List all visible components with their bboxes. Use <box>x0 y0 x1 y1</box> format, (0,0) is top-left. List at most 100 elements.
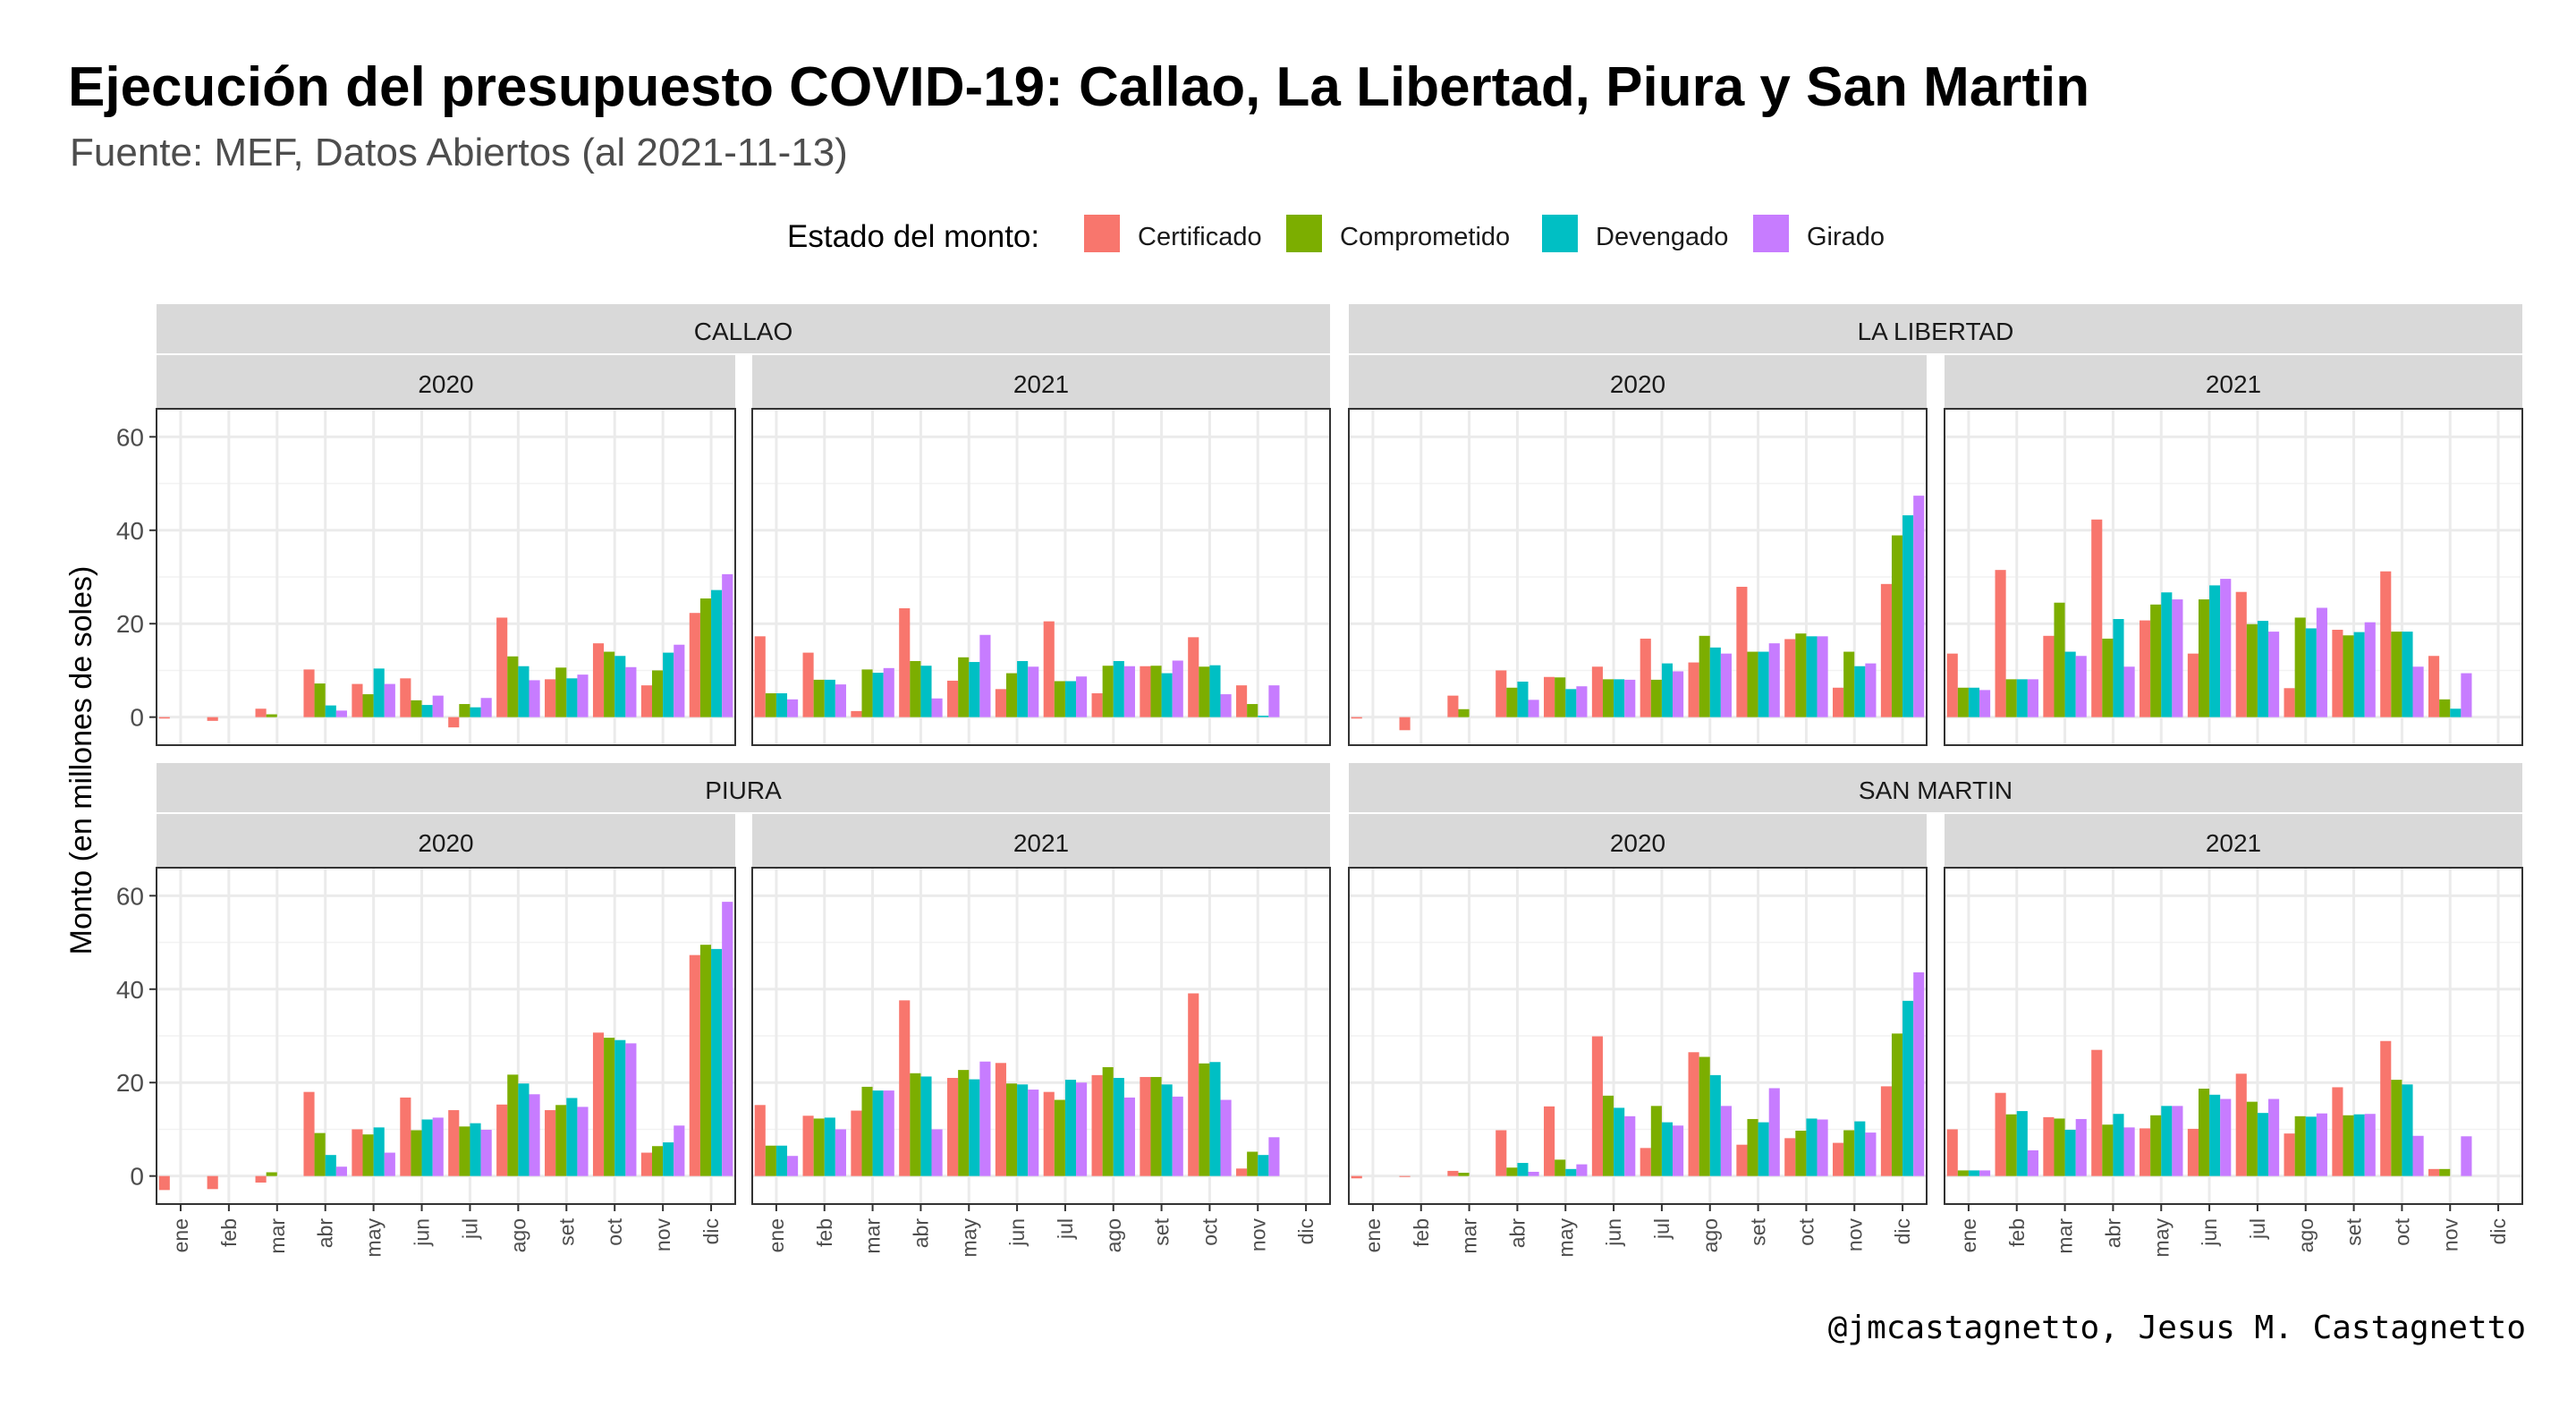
bar-devengado-dic <box>711 589 723 717</box>
y-tick-label: 0 <box>130 704 144 732</box>
region-strip-label: SAN MARTIN <box>1859 776 2012 804</box>
x-tick-label: mar <box>1458 1218 1481 1254</box>
bar-devengado-abr <box>325 705 336 717</box>
bar-comprometido-oct <box>604 1038 615 1176</box>
bar-certificado-ene <box>1351 717 1362 719</box>
bar-comprometido-may <box>2150 604 2162 717</box>
bar-comprometido-abr <box>910 661 921 717</box>
bar-girado-ago <box>529 1094 540 1176</box>
bar-devengado-set <box>566 678 578 717</box>
bar-devengado-oct <box>1209 1062 1221 1176</box>
region-strip <box>1349 763 2522 812</box>
x-tick-label: abr <box>2101 1218 2124 1249</box>
bar-girado-may <box>979 1061 991 1176</box>
x-tick-label: jul <box>2246 1218 2269 1240</box>
bar-devengado-nov <box>1258 716 1269 717</box>
bar-devengado-set <box>566 1098 578 1176</box>
bar-comprometido-ene <box>1957 687 1969 717</box>
bar-comprometido-oct <box>2391 1080 2402 1176</box>
bar-certificado-mar <box>1447 1170 1459 1176</box>
bar-comprometido-may <box>958 1070 970 1176</box>
bar-girado-set <box>577 674 589 717</box>
facet-grid: CALLAO 2020 0 20 40 60 2021 LA LIBERTAD 2020 2021… <box>116 304 2523 1257</box>
chart-caption: @jmcastagnetto, Jesus M. Castagnetto <box>1827 1310 2526 1346</box>
bar-girado-ago <box>529 680 540 717</box>
bar-certificado-jun <box>1591 666 1603 717</box>
bar-comprometido-may <box>2150 1115 2162 1176</box>
x-tick-label: set <box>555 1217 578 1245</box>
bar-comprometido-feb <box>2005 1114 2017 1176</box>
bar-devengado-may <box>2161 1106 2173 1176</box>
region-la-libertad: LA LIBERTAD 2020 2021 <box>1348 304 2523 746</box>
bar-devengado-jul <box>1064 1080 1077 1176</box>
bar-devengado-dic <box>1902 1000 1914 1176</box>
bar-girado-jul <box>480 698 492 717</box>
bar-comprometido-mar <box>861 669 873 717</box>
bar-certificado-jun <box>400 1097 411 1176</box>
x-tick-label: ago <box>1699 1218 1722 1252</box>
panel-2020: 2020 ene feb mar abr may jun jul ago set oct nov dic <box>1348 814 1928 1257</box>
bar-girado-ene <box>1979 1170 1991 1176</box>
bar-comprometido-abr <box>1506 687 1518 717</box>
bar-certificado-jun <box>2187 653 2199 717</box>
bar-girado-jul <box>1076 676 1088 717</box>
bar-comprometido-may <box>362 694 374 717</box>
region-piura: PIURA 2020 0 20 40 60 ene feb mar abr may jun jul ago… <box>116 763 1331 1257</box>
bar-certificado-abr <box>899 1000 911 1176</box>
chart-subtitle: Fuente: MEF, Datos Abiertos (al 2021-11-… <box>70 131 848 174</box>
bar-girado-nov <box>2461 1136 2472 1176</box>
bar-comprometido-ago <box>1102 1066 1114 1176</box>
bar-certificado-feb <box>802 652 814 717</box>
year-strip <box>1945 355 2522 409</box>
bar-certificado-ago <box>1688 662 1699 717</box>
bar-certificado-jun <box>400 678 411 717</box>
bar-girado-feb <box>2027 679 2038 717</box>
year-strip <box>157 814 735 868</box>
x-tick-label: feb <box>2005 1218 2029 1247</box>
bar-girado-abr <box>931 1129 943 1176</box>
bar-certificado-oct <box>592 643 605 717</box>
bar-girado-may <box>979 634 991 717</box>
bar-comprometido-jul <box>1054 1099 1065 1176</box>
bar-comprometido-jun <box>2198 599 2210 717</box>
region-strip <box>1349 304 2522 353</box>
bar-certificado-ene <box>754 1105 766 1176</box>
region-strip <box>157 304 1330 353</box>
bar-certificado-may <box>2140 1128 2151 1176</box>
bar-devengado-ene <box>775 693 788 717</box>
legend-label-devengado: Devengado <box>1596 223 1728 251</box>
bar-certificado-mar <box>1447 695 1459 717</box>
panel-border <box>156 408 736 746</box>
bar-comprometido-set <box>2343 635 2354 717</box>
bar-girado-nov <box>674 1125 685 1176</box>
bar-devengado-mar <box>872 673 884 717</box>
bar-certificado-jul <box>1640 1148 1651 1176</box>
bar-certificado-ago <box>2284 688 2295 717</box>
bar-certificado-set <box>1736 1144 1748 1176</box>
bar-certificado-mar <box>2043 635 2055 717</box>
bar-girado-jun <box>1028 666 1039 717</box>
bar-devengado-feb <box>2016 1111 2028 1176</box>
legend-label-girado: Girado <box>1807 223 1885 251</box>
bar-devengado-may <box>2161 592 2173 717</box>
bar-devengado-may <box>373 1127 385 1176</box>
bar-certificado-dic <box>1880 583 1892 717</box>
bar-devengado-ene <box>1968 687 1980 717</box>
bar-girado-set <box>1768 643 1780 717</box>
bar-certificado-ene <box>754 636 766 717</box>
x-tick-label: nov <box>1246 1218 1269 1252</box>
region-strip-label: PIURA <box>705 776 782 804</box>
bar-devengado-abr <box>1517 1163 1529 1176</box>
y-axis-title: Monto (en millones de soles) <box>64 566 98 955</box>
bar-certificado-nov <box>2428 1168 2440 1176</box>
bar-comprometido-set <box>1747 651 1758 717</box>
bar-devengado-nov <box>663 1142 674 1176</box>
bar-devengado-abr <box>2113 619 2124 717</box>
bar-devengado-jun <box>2209 585 2221 717</box>
bar-certificado-abr <box>303 1091 315 1176</box>
bar-certificado-nov <box>1833 687 1844 717</box>
bar-girado-jul <box>2268 1098 2280 1176</box>
bar-girado-set <box>1172 660 1183 717</box>
x-tick-label: dic <box>2487 1218 2510 1244</box>
